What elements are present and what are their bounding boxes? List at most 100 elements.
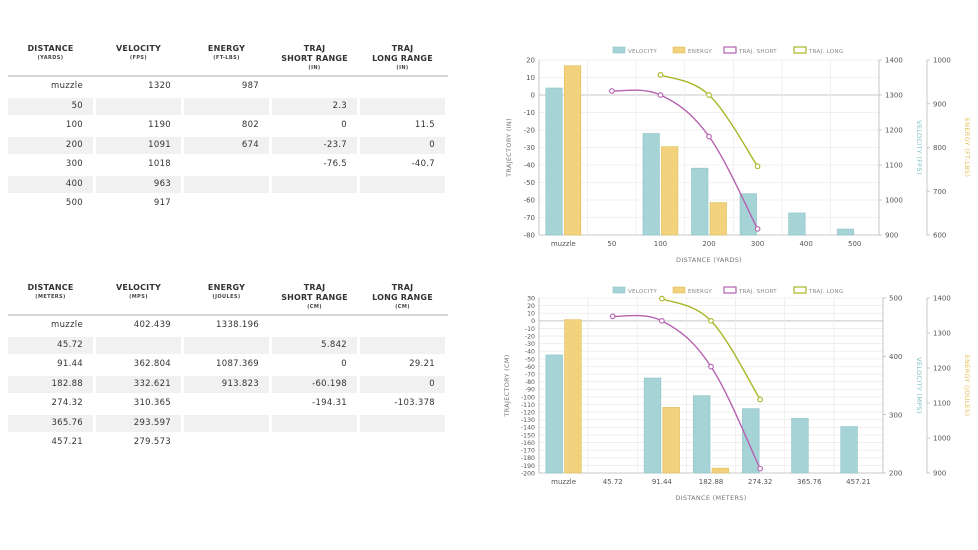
- x-tick-label: 200: [702, 240, 715, 248]
- y-tick-label: -40: [525, 349, 535, 356]
- table-cell: [272, 175, 360, 193]
- y-mid-tick-label: 900: [885, 232, 898, 240]
- x-axis-title: DISTANCE (YARDS): [676, 256, 742, 264]
- table-row: 300 1018 -76.5 -40.7: [8, 155, 448, 175]
- table-cell: 1338.196: [216, 320, 259, 331]
- y-right-tick-label: 900: [933, 100, 946, 108]
- velocity-bar: [692, 395, 711, 474]
- ballistics-table-metric: DISTANCE (METERS) VELOCITY (MPS) ENERGY (JOUL…: [8, 283, 448, 453]
- velocity-bar: [836, 228, 855, 236]
- y-tick-label: -60: [524, 196, 535, 204]
- table-row: 365.76 293.597: [8, 414, 448, 434]
- y-tick-label: -30: [524, 144, 535, 152]
- y-tick-label: 10: [526, 74, 535, 82]
- column-unit: (YARDS): [37, 55, 64, 61]
- table-row: muzzle 1320 987: [8, 77, 448, 97]
- x-tick-label: 400: [799, 240, 812, 248]
- table-cell: 1320: [148, 81, 171, 92]
- table-row: 200 1091 674 -23.7 0: [8, 136, 448, 156]
- table-cell: [360, 175, 448, 193]
- table-row: muzzle 402.439 1338.196: [8, 316, 448, 336]
- traj-long-point: [754, 163, 761, 170]
- column-header: DISTANCE (YARDS): [8, 44, 96, 75]
- x-tick-label: 50: [607, 240, 616, 248]
- table-cell: 1091: [96, 136, 184, 154]
- column-header: VELOCITY (MPS): [96, 283, 184, 314]
- column-label: VELOCITY: [116, 283, 161, 292]
- column-header: TRAJ SHORT RANGE (IN): [272, 44, 360, 75]
- y-right-tick-label: 1000: [933, 435, 951, 443]
- table-row: 182.88 332.621 913.823 -60.198 0: [8, 375, 448, 395]
- table-row: 500 917: [8, 194, 448, 214]
- table-cell: 332.621: [96, 375, 184, 393]
- velocity-bar: [840, 426, 858, 474]
- legend-swatch: [672, 286, 686, 294]
- y-tick-label: 20: [527, 303, 535, 310]
- table-cell: -103.378: [394, 398, 435, 409]
- velocity-bar: [545, 87, 563, 236]
- column-label: TRAJ SHORT RANGE: [281, 283, 348, 302]
- y-right-tick-label: 1300: [933, 330, 951, 338]
- legend-label: TRAJ. LONG: [808, 49, 843, 55]
- column-label: DISTANCE: [27, 44, 74, 53]
- column-header: ENERGY (FT-LBS): [184, 44, 272, 75]
- column-label: TRAJ LONG RANGE: [372, 283, 433, 302]
- y-tick-label: -50: [525, 356, 535, 363]
- table-row: 100 1190 802 0 11.5: [8, 116, 448, 136]
- column-header: TRAJ SHORT RANGE (CM): [272, 283, 360, 314]
- table-cell: [96, 336, 184, 354]
- table-cell: [184, 195, 272, 212]
- y-tick-label: -10: [524, 109, 535, 117]
- legend-swatch: [612, 46, 626, 54]
- table-cell: [272, 317, 360, 334]
- y-mid-tick-label: 1000: [885, 197, 903, 205]
- y-tick-label: -130: [521, 417, 535, 424]
- table-cell: 400: [8, 175, 96, 193]
- column-header: ENERGY (JOULES): [184, 283, 272, 314]
- legend-label: TRAJ. SHORT: [738, 289, 777, 295]
- table-cell: muzzle: [51, 81, 83, 92]
- energy-bar: [564, 319, 582, 474]
- y-mid-tick-label: 1300: [885, 92, 903, 100]
- y-tick-label: 30: [527, 295, 535, 302]
- table-cell: 2.3: [272, 97, 360, 115]
- table-cell: [184, 336, 272, 354]
- y-right-tick-label: 600: [933, 232, 946, 240]
- table-cell: 913.823: [184, 375, 272, 393]
- table-cell: -194.31: [312, 398, 347, 409]
- legend-label: ENERGY: [688, 289, 712, 295]
- table-cell: 365.76: [8, 414, 96, 432]
- y-tick-label: -170: [521, 448, 535, 455]
- y-mid-axis-title: VELOCITY (FPS): [915, 120, 923, 175]
- table-cell: [360, 336, 448, 354]
- table-cell: [360, 78, 448, 95]
- table-cell: 310.365: [133, 398, 171, 409]
- velocity-bar: [788, 212, 806, 236]
- y-left-axis-title: TRAJECTORY (CM): [503, 354, 511, 417]
- table-header: DISTANCE (METERS) VELOCITY (MPS) ENERGY (JOUL…: [8, 283, 448, 316]
- y-tick-label: -70: [524, 214, 535, 222]
- table-row: 45.72 5.842: [8, 336, 448, 356]
- ballistics-chart-imperial: VELOCITY ENERGY TRAJ. SHORT TRAJ. LONG20100…: [505, 46, 971, 264]
- x-tick-label: muzzle: [551, 478, 576, 486]
- table-cell: 29.21: [409, 359, 435, 370]
- y-right-tick-label: 900: [933, 470, 946, 478]
- table-cell: [184, 97, 272, 115]
- traj-short-point: [609, 88, 615, 94]
- legend-label: VELOCITY: [628, 49, 657, 55]
- x-tick-label: muzzle: [551, 240, 576, 248]
- y-tick-label: 20: [526, 56, 535, 64]
- table-cell: [272, 78, 360, 95]
- y-tick-label: -80: [524, 231, 535, 239]
- traj-long-point: [708, 317, 714, 324]
- column-unit: (CM): [395, 304, 410, 310]
- y-tick-label: -60: [525, 364, 535, 371]
- table-cell: [360, 434, 448, 451]
- table-cell: 674: [184, 136, 272, 154]
- table-cell: [184, 156, 272, 173]
- column-unit: (METERS): [35, 294, 66, 300]
- table-cell: 362.804: [133, 359, 171, 370]
- table-header: DISTANCE (YARDS) VELOCITY (FPS) ENERGY (FT-LB…: [8, 44, 448, 77]
- table-cell: -23.7: [272, 136, 360, 154]
- x-tick-label: 274.32: [748, 478, 773, 486]
